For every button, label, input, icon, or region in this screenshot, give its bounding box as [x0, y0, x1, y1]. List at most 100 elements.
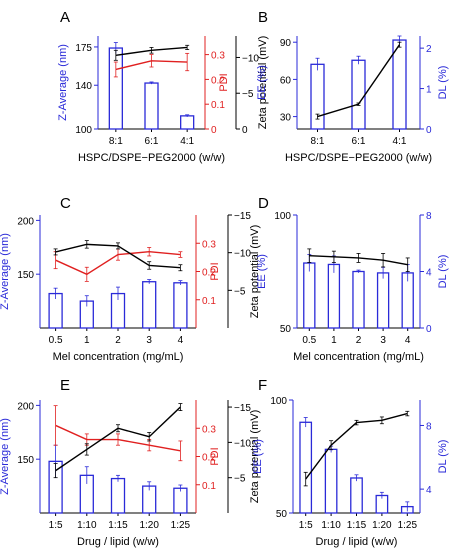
- right-axis-1-label: PDI: [218, 73, 230, 91]
- left-axis-tick-label: 60: [280, 75, 292, 86]
- x-axis-label: Drug / lipid (w/w): [316, 536, 398, 548]
- bar: [180, 115, 195, 130]
- right-axis-1-label: PDI: [209, 262, 221, 280]
- bar: [303, 262, 316, 329]
- panel-F: F 50 100 EE (%) 4 8 DL (%) 1:5 1:10 1:15 1:20 1:25D…: [252, 377, 449, 548]
- x-axis-tick-label: 1: [331, 335, 337, 346]
- panel-letter: A: [60, 9, 70, 26]
- x-axis-tick-label: 2: [115, 335, 121, 346]
- bar: [173, 282, 188, 329]
- x-axis-tick-label: 4:1: [180, 136, 194, 147]
- left-axis-label: Z-Average (nm): [0, 233, 11, 310]
- panel-C: C 150 200 Z-Average (nm) 0.1 0.2 0.3 PDI −5 −10 −1…: [0, 195, 261, 363]
- right-axis-2-tick-label: −5: [234, 286, 246, 297]
- right-axis-1-tick-label: 0: [426, 324, 432, 335]
- x-axis-tick-label: 1:25: [171, 520, 191, 531]
- panel-letter: D: [258, 195, 269, 212]
- right-axis-1-tick-label: 4: [426, 485, 432, 496]
- x-axis-tick-label: 1:20: [372, 520, 392, 531]
- right-axis-1-label: DL (%): [437, 66, 449, 100]
- right-axis-2-tick-label: −15: [234, 403, 251, 414]
- x-axis-tick-label: 1:5: [49, 520, 63, 531]
- x-axis-label: Mel concentration (mg/mL): [53, 351, 184, 363]
- x-axis-tick-label: 1:20: [139, 520, 159, 531]
- x-axis-tick-label: 2: [356, 335, 362, 346]
- x-axis-tick-label: 0.5: [49, 335, 63, 346]
- left-axis-tick-label: 200: [17, 216, 34, 227]
- right-axis-1-label: DL (%): [437, 255, 449, 289]
- left-axis-tick-label: 50: [280, 324, 292, 335]
- bar: [392, 39, 407, 130]
- left-axis-label: Z-Average (nm): [57, 44, 69, 121]
- left-axis-label: EE (%): [256, 65, 268, 100]
- x-axis-tick-label: 3: [146, 335, 152, 346]
- panel-letter: E: [60, 377, 70, 394]
- x-axis-tick-label: 8:1: [311, 136, 325, 147]
- x-axis-tick-label: 1:10: [77, 520, 97, 531]
- right-axis-2-tick-label: −10: [242, 53, 259, 64]
- right-axis-2-tick-label: −5: [234, 474, 246, 485]
- right-axis-1-tick-label: 0.3: [202, 424, 216, 435]
- panel-E: E 150 200 Z-Average (nm) 0.1 0.2 0.3 PDI −5 −10 −1…: [0, 377, 261, 548]
- bar: [299, 421, 313, 514]
- x-axis-tick-label: 1:15: [347, 520, 367, 531]
- x-axis-label: HSPC/DSPE−PEG2000 (w/w): [78, 152, 225, 164]
- bar: [144, 82, 159, 130]
- right-axis-1-tick-label: 0.2: [202, 268, 216, 279]
- x-axis-tick-label: 8:1: [109, 136, 123, 147]
- bar: [327, 263, 341, 329]
- right-axis-1-tick-label: 0: [211, 125, 217, 136]
- right-axis-1-tick-label: 0: [426, 125, 432, 136]
- right-axis-2-tick-label: −10: [234, 438, 251, 449]
- x-axis-label: Mel concentration (mg/mL): [293, 351, 424, 363]
- left-axis-tick-label: 140: [75, 81, 92, 92]
- right-axis-1-tick-label: 0.1: [202, 481, 216, 492]
- x-axis-tick-label: 4: [405, 335, 411, 346]
- right-axis-2-label: Zeta potential (mV): [257, 36, 269, 130]
- right-axis-1-tick-label: 0.3: [202, 239, 216, 250]
- left-axis-tick-label: 150: [17, 455, 34, 466]
- right-axis-1-tick-label: 0.2: [211, 75, 225, 86]
- right-axis-1-label: PDI: [209, 447, 221, 465]
- left-axis-tick-label: 100: [274, 211, 291, 222]
- bar: [324, 448, 338, 514]
- panel-letter: C: [60, 195, 71, 212]
- right-axis-2-tick-label: −5: [242, 89, 254, 100]
- left-axis-tick-label: 90: [280, 38, 292, 49]
- bar: [352, 270, 365, 329]
- left-axis-tick-label: 150: [17, 270, 34, 281]
- x-axis-tick-label: 6:1: [145, 136, 159, 147]
- right-axis-1-tick-label: 0.1: [211, 100, 225, 111]
- left-axis-label: Z-Average (nm): [0, 418, 11, 495]
- right-axis-1-tick-label: 0.2: [202, 453, 216, 464]
- right-axis-2-label: Zeta potential (mV): [249, 410, 261, 504]
- left-axis-tick-label: 50: [276, 509, 288, 520]
- left-axis-label: EE (%): [252, 439, 264, 474]
- right-axis-1-tick-label: 4: [426, 268, 432, 279]
- x-axis-label: Drug / lipid (w/w): [77, 536, 159, 548]
- right-axis-1-tick-label: 1: [426, 85, 432, 96]
- x-axis-tick-label: 3: [380, 335, 386, 346]
- x-axis-tick-label: 6:1: [352, 136, 366, 147]
- x-axis-tick-label: 1:25: [398, 520, 418, 531]
- right-axis-2-tick-label: −10: [234, 249, 251, 260]
- right-axis-1-tick-label: 0.1: [202, 296, 216, 307]
- left-axis-tick-label: 200: [17, 401, 34, 412]
- bar: [376, 272, 390, 329]
- x-axis-tick-label: 4:1: [393, 136, 407, 147]
- x-axis-tick-label: 0.5: [302, 335, 316, 346]
- bar: [142, 281, 157, 329]
- panel-D: D 50 100 EE (%) 0 4 8 DL (%) 0.5 1 2 3 4 Mel concentr…: [256, 195, 449, 363]
- right-axis-1-tick-label: 0.3: [211, 51, 225, 62]
- right-axis-1-tick-label: 8: [426, 211, 432, 222]
- x-axis-tick-label: 4: [178, 335, 184, 346]
- panel-A: A 100 140 175 Z-Average (nm) 0 0.1 0.2 0.3 PDI 0 −5…: [57, 9, 269, 164]
- bar: [110, 477, 126, 514]
- bar: [351, 59, 366, 130]
- left-axis-tick-label: 175: [75, 43, 92, 54]
- right-axis-1-tick-label: 8: [426, 421, 432, 432]
- panel-letter: F: [258, 377, 267, 394]
- bar: [173, 487, 188, 514]
- right-axis-1-tick-label: 2: [426, 44, 432, 55]
